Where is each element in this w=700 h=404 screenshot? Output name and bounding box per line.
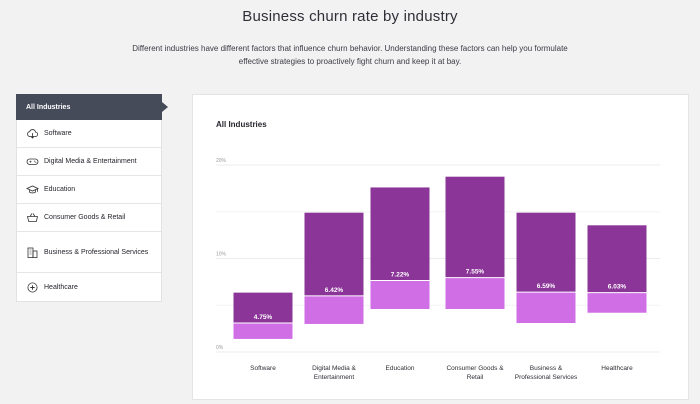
- bar-value-label: 6.59%: [537, 283, 556, 290]
- y-tick-label: 20%: [216, 158, 227, 164]
- sidebar-item-digital-media[interactable]: Digital Media & Entertainment: [17, 148, 161, 176]
- churn-bar-chart: 20% 10% 0% 4.75% Software 6.42% Digital Media …: [216, 158, 660, 381]
- graduation-cap-icon: [26, 184, 39, 195]
- sidebar-item-label: Education: [44, 186, 76, 193]
- gamepad-icon: [26, 156, 39, 167]
- bar-lower-segment: [233, 323, 293, 339]
- industry-sidebar: All Industries Software Digital Media & …: [16, 94, 168, 302]
- bar-upper-segment: [516, 212, 576, 293]
- page-title: Business churn rate by industry: [242, 8, 458, 25]
- sidebar-item-consumer-goods[interactable]: Consumer Goods & Retail: [17, 204, 161, 232]
- sidebar-item-label: Business & Professional Services: [44, 248, 149, 256]
- medical-cross-icon: [26, 282, 39, 293]
- x-tick-label: Business &: [530, 365, 563, 372]
- office-building-icon: [26, 247, 39, 258]
- bar-value-label: 6.42%: [325, 287, 344, 294]
- chart-panel: All Industries 20% 10% 0% 4.75% Software 6.42…: [192, 94, 689, 400]
- bar-lower-segment: [304, 295, 364, 324]
- x-tick-label: Entertainment: [314, 374, 355, 381]
- bar-value-label: 7.22%: [391, 271, 410, 278]
- bar-upper-segment: [370, 187, 430, 281]
- shopping-basket-icon: [26, 212, 39, 223]
- bar-upper-segment: [587, 225, 647, 293]
- x-tick-label: Consumer Goods &: [446, 365, 504, 372]
- page-intro: Different industries have different fact…: [132, 44, 568, 66]
- bar-lower-segment: [445, 277, 505, 309]
- sidebar-item-all-industries[interactable]: All Industries: [16, 94, 168, 120]
- x-tick-label: Healthcare: [601, 365, 633, 372]
- x-tick-label: Education: [386, 365, 415, 372]
- chart-title: All Industries: [216, 120, 267, 129]
- x-tick-label: Retail: [467, 374, 484, 381]
- sidebar-item-label: Digital Media & Entertainment: [44, 158, 137, 165]
- bar-upper-segment: [233, 292, 293, 324]
- sidebar-item-education[interactable]: Education: [17, 176, 161, 204]
- bar-value-label: 4.75%: [254, 314, 273, 321]
- sidebar-item-software[interactable]: Software: [17, 120, 161, 148]
- sidebar-item-label: All Industries: [26, 103, 71, 111]
- sidebar-item-label: Consumer Goods & Retail: [44, 214, 126, 221]
- cloud-icon: [26, 128, 39, 139]
- bar-value-label: 7.55%: [466, 269, 485, 276]
- bar-upper-segment: [445, 176, 505, 278]
- sidebar-item-healthcare[interactable]: Healthcare: [17, 273, 161, 301]
- bar-lower-segment: [587, 292, 647, 313]
- y-tick-label: 10%: [216, 252, 227, 258]
- bar-upper-segment: [304, 212, 364, 296]
- sidebar-item-business-services[interactable]: Business & Professional Services: [17, 232, 161, 273]
- bar-lower-segment: [370, 280, 430, 309]
- bar-lower-segment: [516, 292, 576, 324]
- sidebar-item-label: Software: [44, 130, 72, 137]
- y-tick-label: 0%: [216, 345, 224, 351]
- sidebar-item-label: Healthcare: [44, 283, 78, 291]
- x-tick-label: Digital Media &: [312, 365, 356, 372]
- x-tick-label: Professional Services: [515, 374, 578, 381]
- bar-value-label: 6.03%: [608, 284, 627, 291]
- x-tick-label: Software: [250, 365, 276, 372]
